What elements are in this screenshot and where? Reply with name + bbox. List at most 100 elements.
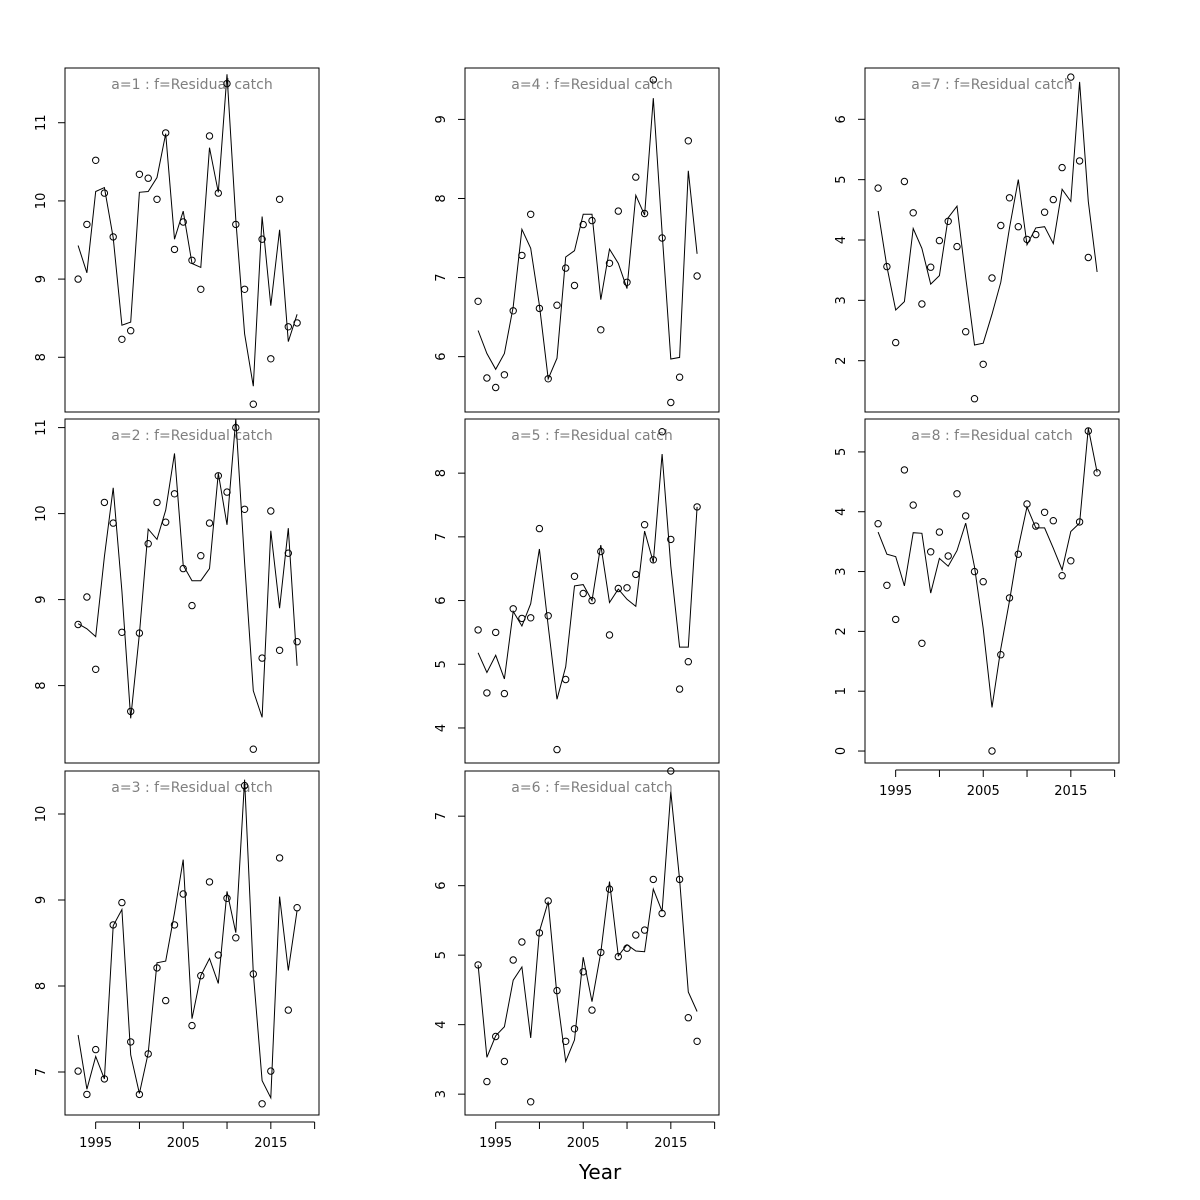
data-point <box>883 581 891 589</box>
data-point <box>675 685 684 693</box>
y-tick-label: 9 <box>34 896 49 904</box>
y-tick-label: 5 <box>434 660 449 668</box>
data-point <box>570 281 579 290</box>
data-point <box>144 540 152 548</box>
data-point <box>918 639 926 647</box>
data-point <box>179 890 187 898</box>
y-tick-label: 2 <box>834 627 849 635</box>
x-tick-label: 2015 <box>654 1136 687 1151</box>
data-point <box>667 535 675 544</box>
fitted-line <box>77 74 298 387</box>
data-point <box>535 304 544 313</box>
data-point <box>153 498 161 507</box>
data-point <box>240 505 249 513</box>
data-point <box>935 528 944 536</box>
data-point <box>684 1014 692 1022</box>
data-point <box>118 628 126 636</box>
panel-a3: a=3 : f=Residual catch 7 8 9 10 1995 2005 2015 <box>34 770 320 1151</box>
plot-frame <box>64 770 320 1116</box>
data-point <box>492 1032 500 1041</box>
x-tick-label: 1995 <box>79 1136 112 1151</box>
data-point <box>614 952 622 961</box>
data-point <box>100 498 109 507</box>
data-point <box>170 921 179 929</box>
y-tick-label: 11 <box>34 114 49 131</box>
data-point <box>953 242 961 251</box>
data-point <box>675 373 684 381</box>
data-point <box>623 278 631 286</box>
data-point <box>284 1006 292 1014</box>
data-point <box>544 897 552 905</box>
data-point <box>883 262 891 271</box>
data-point <box>258 654 266 662</box>
data-point <box>179 564 187 573</box>
x-tick-label: 2005 <box>567 1136 600 1151</box>
data-point <box>632 570 640 579</box>
panel-a4: a=4 : f=Residual catch 6 7 8 9 <box>434 67 720 413</box>
data-point <box>979 360 987 368</box>
data-point <box>918 300 926 308</box>
data-point <box>944 217 952 226</box>
data-point <box>997 651 1005 659</box>
data-point <box>997 221 1005 230</box>
data-point <box>579 968 587 976</box>
data-point <box>1005 194 1014 202</box>
plot-frame <box>64 67 320 413</box>
fitted-line <box>477 453 698 700</box>
data-point <box>284 549 292 557</box>
data-point <box>474 626 482 634</box>
data-point <box>214 951 223 959</box>
data-point <box>188 1021 196 1030</box>
data-point <box>553 986 561 995</box>
y-tick-label: 10 <box>34 505 49 522</box>
panel-title: a=4 : f=Residual catch <box>511 77 672 93</box>
data-point <box>293 638 301 646</box>
y-tick-label: 0 <box>834 747 849 755</box>
plot-frame <box>464 418 720 764</box>
data-point <box>284 323 292 331</box>
data-point <box>153 964 161 972</box>
data-point <box>874 184 882 192</box>
data-point <box>962 512 970 520</box>
y-tick-label: 6 <box>834 115 849 123</box>
data-point <box>258 1100 266 1108</box>
y-tick-label: 9 <box>434 115 449 123</box>
data-point <box>223 79 231 88</box>
data-point <box>518 614 526 623</box>
data-point <box>874 520 882 528</box>
y-tick-label: 6 <box>434 353 449 361</box>
panel-title: a=6 : f=Residual catch <box>511 780 672 796</box>
panel-title: a=5 : f=Residual catch <box>511 428 672 444</box>
data-point <box>109 921 117 929</box>
data-point <box>684 658 692 666</box>
data-point <box>900 177 909 186</box>
data-point <box>144 174 152 182</box>
data-point <box>144 1050 152 1058</box>
y-tick-label: 7 <box>34 1068 49 1076</box>
data-point <box>1023 500 1031 508</box>
data-point <box>474 961 482 969</box>
data-point <box>658 428 666 436</box>
data-point <box>170 490 179 498</box>
data-point <box>249 970 258 978</box>
plot-frame <box>464 67 720 413</box>
data-point <box>205 878 214 886</box>
fitted-line <box>77 779 298 1100</box>
data-point <box>1084 253 1093 262</box>
y-tick-label: 8 <box>34 982 49 990</box>
data-point <box>74 275 82 283</box>
data-point <box>267 507 275 515</box>
data-point <box>100 189 109 197</box>
data-point <box>214 472 223 480</box>
data-point <box>658 234 666 242</box>
data-point <box>935 236 944 245</box>
plot-frame <box>864 67 1120 413</box>
data-point <box>275 195 284 204</box>
data-point <box>223 488 231 496</box>
data-point <box>953 490 961 498</box>
y-tick-label: 11 <box>34 419 49 436</box>
data-point <box>1040 508 1049 516</box>
data-point <box>474 297 482 305</box>
data-point <box>240 285 249 293</box>
